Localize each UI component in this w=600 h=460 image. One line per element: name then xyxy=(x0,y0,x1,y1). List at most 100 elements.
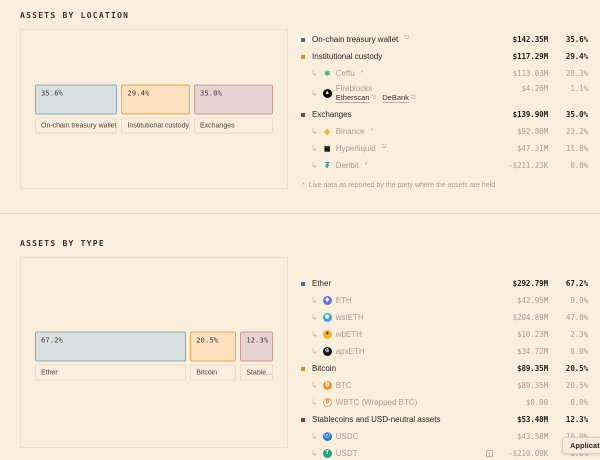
bar-category-label: Stable... xyxy=(246,369,272,377)
legend-label[interactable]: Hyperliquid xyxy=(335,144,376,153)
legend-row-wbtc[interactable]: ↳ ₿ WBTC (Wrapped BTC) $0.00 0.0% xyxy=(300,394,588,411)
hyperliquid-icon: ◼ xyxy=(323,144,331,153)
legend-row-stablecoins[interactable]: Stablecoins and USD-neutral assets $53.4… xyxy=(300,411,588,428)
legend-value: $0.00 xyxy=(525,398,548,407)
legend-row-wbeth[interactable]: ↳ ✦ wbETH $10.23M 2.3% xyxy=(300,326,588,343)
legend-label: USDC xyxy=(335,432,359,441)
legend-value: $47.31M xyxy=(517,144,548,153)
legend-percent: 0.0% xyxy=(570,161,588,170)
legend-percent: 20.5% xyxy=(565,381,588,390)
legend-row-on-chain-treasury-wallet[interactable]: On-chain treasury wallet ⎋ $142.35M 35.6… xyxy=(300,31,588,48)
legend-row-deribit[interactable]: ↳ ₮ Deribit * -$211.23K 0.0% xyxy=(300,157,588,174)
legend-row-apxeth[interactable]: ↳ ♔ apxETH $34.72M 8.0% xyxy=(300,343,588,360)
legend-row-exchanges[interactable]: Exchanges $139.90M 35.0% xyxy=(300,106,588,123)
section-body-location: 35.6% On-chain treasury wallet 29.4% xyxy=(0,20,600,189)
legend-list-location: On-chain treasury wallet ⎋ $142.35M 35.6… xyxy=(300,20,588,189)
legend-row-ceffu[interactable]: ↳ ⚛ Ceffu * $113.03M 28.3% xyxy=(300,65,588,82)
legend-row-usdc[interactable]: ↳ ⓒ USDC $43.58M 10.0% xyxy=(300,428,588,445)
legend-row-eth[interactable]: ↳ ◆ ETH $42.95M 9.9% xyxy=(300,292,588,309)
external-link-icon[interactable]: ⎋ xyxy=(404,35,410,41)
legend-row-binance[interactable]: ↳ ◈ Binance * $92.80M 23.2% xyxy=(300,123,588,140)
tree-elbow-icon: ↳ xyxy=(311,313,318,322)
negative-balance-flag[interactable] xyxy=(482,450,496,457)
usdc-icon: ⓒ xyxy=(322,432,332,441)
row-name: ↳ ◈ Binance * xyxy=(300,127,482,136)
legend-row-wsteth[interactable]: ↳ ◉ wstETH $204.89M 47.0% xyxy=(300,309,588,326)
row-name: ↳ ◆ ETH xyxy=(300,296,482,305)
bar-segment-bitcoin[interactable]: 20.5% Bitcoin xyxy=(190,331,237,381)
binance-icon: ◈ xyxy=(324,127,331,136)
applications-tooltip-chip[interactable]: Applications xyxy=(562,437,600,454)
ceffu-icon: ⚛ xyxy=(323,69,331,78)
legend-label: Bitcoin xyxy=(312,364,337,373)
legend-value: $139.90M xyxy=(512,110,548,119)
bar-label-box: Ether xyxy=(35,364,187,381)
legend-percent: 23.2% xyxy=(565,127,588,136)
external-link-icon[interactable]: ⎋ xyxy=(381,144,387,150)
legend-percent: 29.4% xyxy=(565,52,588,61)
legend-row-fireblocks[interactable]: ↳ ▲ Fireblocks Etherscan ⎋ DeBank ⎋ $4.26M… xyxy=(300,82,588,106)
bar-segment-stablecoins[interactable]: 12.3% Stable... xyxy=(240,331,273,381)
legend-row-ether[interactable]: Ether $292.79M 67.2% xyxy=(300,275,588,292)
bar-category-label: Bitcoin xyxy=(196,369,218,377)
row-name: Institutional custody xyxy=(300,52,482,61)
usdt-icon: T xyxy=(322,449,332,458)
row-name: Exchanges xyxy=(300,110,482,119)
legend-percent: 11.8% xyxy=(565,144,588,153)
legend-row-bitcoin[interactable]: Bitcoin $89.35M 20.5% xyxy=(300,360,588,377)
legend-row-hyperliquid[interactable]: ↳ ◼ Hyperliquid ⎋ $47.31M 11.8% xyxy=(300,140,588,157)
legend-value: $117.29M xyxy=(512,52,548,61)
row-name: Stablecoins and USD-neutral assets xyxy=(300,415,482,424)
footnote-star: * xyxy=(364,162,368,169)
legend-percent: 2.3% xyxy=(570,330,588,339)
fireblocks-icon: ▲ xyxy=(322,89,332,99)
bar-box: 35.6% xyxy=(35,84,118,115)
row-name: Bitcoin xyxy=(300,364,482,373)
fireblocks-detail: Fireblocks Etherscan ⎋ DeBank ⎋ xyxy=(336,84,416,103)
legend-row-usdt[interactable]: ↳ T USDT -$210.09K 0.0% xyxy=(300,445,588,460)
legend-label: WBTC (Wrapped BTC) xyxy=(335,398,418,407)
legend-label: Deribit xyxy=(335,161,359,170)
tree-elbow-icon: ↳ xyxy=(311,88,318,98)
wbeth-icon: ✦ xyxy=(322,330,332,339)
legend-label: USDT xyxy=(335,449,358,458)
info-square-icon xyxy=(486,450,493,457)
row-name: ↳ ✦ wbETH xyxy=(300,330,482,339)
bar-chart-type: 67.2% Ether 20.5% Bitcoin xyxy=(35,331,273,381)
legend-label[interactable]: On-chain treasury wallet xyxy=(312,35,399,44)
etherscan-link[interactable]: Etherscan ⎋ xyxy=(335,93,377,103)
row-name: ↳ ₮ Deribit * xyxy=(300,161,482,170)
bar-category-label: Ether xyxy=(41,369,58,377)
legend-value: -$211.23K xyxy=(508,161,548,170)
legend-percent: 35.0% xyxy=(565,110,588,119)
deribit-icon: ₮ xyxy=(324,161,330,170)
row-name: ↳ ▲ Fireblocks Etherscan ⎋ DeBank ⎋ xyxy=(300,84,482,103)
legend-value: $10.23M xyxy=(517,330,548,339)
tree-elbow-icon: ↳ xyxy=(311,144,318,153)
chart-panel-location: 35.6% On-chain treasury wallet 29.4% xyxy=(20,29,288,189)
bar-segment-exchanges[interactable]: 35.0% Exchanges xyxy=(193,84,273,134)
debank-link[interactable]: DeBank ⎋ xyxy=(382,93,416,103)
bar-box: 35.0% xyxy=(193,84,273,115)
swatch-blue-icon xyxy=(301,281,305,286)
section-title-location: ASSETS BY LOCATION xyxy=(20,11,130,20)
row-name: ↳ T USDT xyxy=(300,449,482,458)
legend-percent: 0.0% xyxy=(570,398,588,407)
tree-elbow-icon: ↳ xyxy=(311,161,318,170)
footnote-star: * xyxy=(360,70,364,77)
legend-label: BTC xyxy=(335,381,352,390)
bar-segment-institutional-custody[interactable]: 29.4% Institutional custody xyxy=(121,84,190,134)
source-links: Etherscan ⎋ DeBank ⎋ xyxy=(335,93,416,103)
legend-value: $142.35M xyxy=(512,35,548,44)
legend-percent: 35.6% xyxy=(565,35,588,44)
bar-segment-ether[interactable]: 67.2% Ether xyxy=(35,331,187,381)
legend-row-btc[interactable]: ↳ ₿ BTC $89.35M 20.5% xyxy=(300,377,588,394)
legend-percent: 9.9% xyxy=(570,296,588,305)
legend-row-institutional-custody[interactable]: Institutional custody $117.29M 29.4% xyxy=(300,48,588,65)
legend-label: Institutional custody xyxy=(312,52,383,61)
bar-category-label: On-chain treasury wallet xyxy=(41,122,117,129)
legend-value: $292.79M xyxy=(512,279,548,288)
bar-segment-on-chain-treasury-wallet[interactable]: 35.6% On-chain treasury wallet xyxy=(35,84,118,134)
legend-value: $204.89M xyxy=(512,313,548,322)
legend-value: -$210.09K xyxy=(508,449,548,458)
